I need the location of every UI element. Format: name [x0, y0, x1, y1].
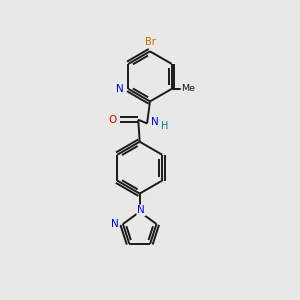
Text: N: N [111, 219, 119, 229]
Text: O: O [109, 115, 117, 125]
Text: N: N [137, 206, 145, 215]
Text: N: N [116, 84, 124, 94]
Text: Me: Me [182, 84, 196, 93]
Text: N: N [152, 117, 159, 127]
Text: H: H [161, 121, 168, 131]
Text: Br: Br [145, 37, 155, 47]
